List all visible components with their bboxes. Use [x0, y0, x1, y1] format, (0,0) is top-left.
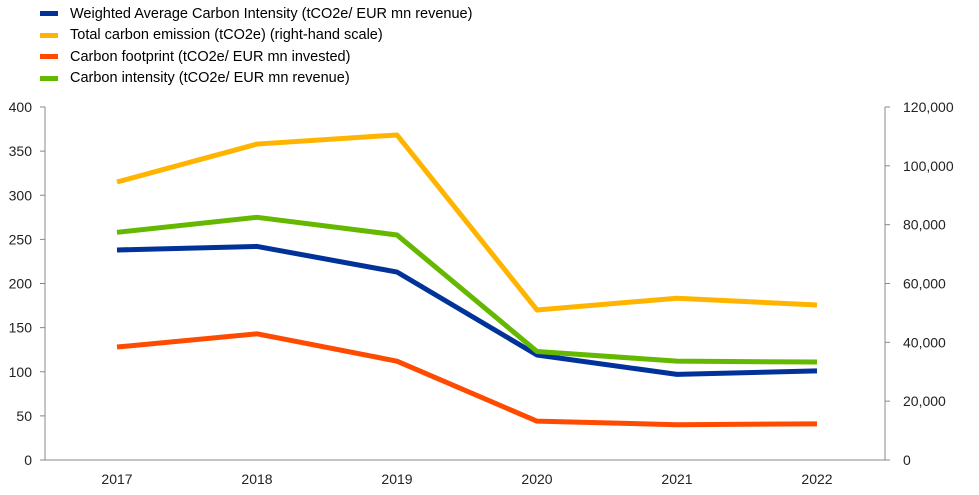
legend-swatch	[40, 75, 58, 81]
left-tick-label: 400	[9, 99, 33, 115]
series-line	[116, 132, 818, 313]
series-line	[116, 243, 818, 377]
legend-label: Weighted Average Carbon Intensity (tCO2e…	[70, 5, 473, 22]
legend-item: Weighted Average Carbon Intensity (tCO2e…	[40, 3, 472, 25]
legend-swatch	[40, 32, 58, 38]
legend-item: Carbon footprint (tCO2e/ EUR mn invested…	[40, 46, 472, 68]
legend-swatch	[40, 54, 58, 60]
left-tick-label: 150	[9, 320, 33, 336]
left-tick-label: 200	[9, 276, 33, 292]
right-tick-label: 40,000	[903, 334, 946, 350]
right-tick-label: 20,000	[903, 393, 946, 409]
left-tick-label: 300	[9, 187, 33, 203]
right-tick-label: 60,000	[903, 276, 946, 292]
x-tick-label: 2019	[381, 471, 412, 487]
right-tick-label: 120,000	[903, 99, 954, 115]
x-tick-label: 2018	[241, 471, 272, 487]
right-tick-label: 100,000	[903, 158, 954, 174]
right-tick-label: 80,000	[903, 217, 946, 233]
legend-label: Total carbon emission (tCO2e) (right-han…	[70, 27, 383, 44]
legend: Weighted Average Carbon Intensity (tCO2e…	[40, 3, 472, 89]
left-tick-label: 350	[9, 143, 33, 159]
legend-label: Carbon footprint (tCO2e/ EUR mn invested…	[70, 48, 351, 65]
legend-swatch	[40, 11, 58, 17]
x-tick-label: 2020	[521, 471, 552, 487]
legend-item: Total carbon emission (tCO2e) (right-han…	[40, 25, 472, 47]
right-tick-label: 0	[903, 452, 911, 468]
x-tick-label: 2022	[801, 471, 832, 487]
x-tick-label: 2017	[101, 471, 132, 487]
series-line	[116, 331, 818, 428]
left-tick-label: 50	[16, 408, 32, 424]
left-tick-label: 100	[9, 364, 33, 380]
series-line	[116, 214, 818, 365]
legend-item: Carbon intensity (tCO2e/ EUR mn revenue)	[40, 68, 472, 90]
legend-label: Carbon intensity (tCO2e/ EUR mn revenue)	[70, 70, 350, 87]
x-tick-label: 2021	[661, 471, 692, 487]
left-tick-label: 0	[24, 452, 32, 468]
left-tick-label: 250	[9, 231, 33, 247]
